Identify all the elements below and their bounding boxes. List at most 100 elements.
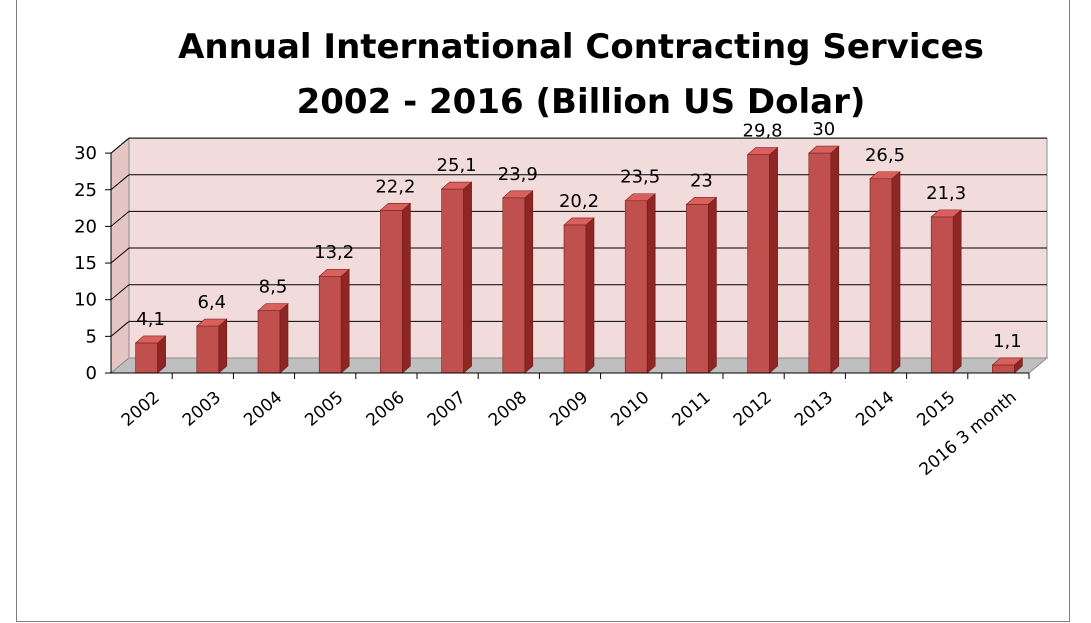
y-tick-label: 10 [74,290,97,311]
bar-top [685,197,718,205]
bar-front [624,200,648,374]
x-category-label: 2005 [301,388,347,431]
y-tick-label: 20 [74,216,97,237]
bar [134,335,167,374]
bar-front [441,188,464,374]
y-tick-label: 25 [74,180,97,201]
bar-side [708,196,717,374]
bar-side [463,181,472,374]
bar-top [318,268,350,277]
data-label: 8,5 [259,277,288,298]
bar-chart: Annual International Contracting Service… [74,27,1049,480]
bar [502,190,534,374]
x-category-label: 2009 [546,388,592,431]
x-category-label: 2002 [118,388,164,431]
x-axis: 2002 2003 2004 2005 2006 2007 2008 2009 2010 2011… [111,372,1030,480]
data-label: 25,1 [437,155,477,176]
data-label: 23,5 [620,167,660,188]
x-category-label: 2011 [669,388,715,431]
bar-side [402,202,411,374]
y-axis: 0 5 10 15 20 25 30 [74,143,112,384]
gridline [110,137,1047,154]
bar-side [524,190,534,374]
x-category-label: 2003 [179,388,225,431]
data-label: 23 [690,170,713,191]
bar-side [279,303,289,374]
bar-front [992,364,1015,374]
bar [318,268,350,374]
bar [685,196,718,374]
bar-front [380,209,403,374]
bar-front [869,178,893,374]
chart-title-line-2: 2002 - 2016 (Billion US Dolar) [297,82,866,122]
bar-top [134,335,167,344]
bar-top [930,209,962,218]
gridline [110,174,1047,191]
gridline [110,210,1047,227]
bar-top [991,357,1024,366]
bar-side [218,318,228,374]
bar [379,202,412,374]
x-category-label: 2007 [424,388,470,431]
y-tick-label: 30 [74,143,97,164]
chart-frame: Annual International Contracting Service… [16,0,1070,622]
data-labels: 4,1 6,4 8,5 13,2 22,2 25,1 23,9 20,2 23,5 23 29,8 3… [136,119,1021,352]
bar-top [440,181,473,190]
data-label: 23,9 [498,164,538,185]
data-label: 4,1 [136,309,165,330]
chart-title-line-1: Annual International Contracting Service… [178,27,984,67]
bar-side [340,268,350,374]
bar [930,209,962,374]
bar-top [746,147,779,155]
x-category-label: 2004 [240,388,286,431]
bar [440,181,473,374]
bars [134,145,1024,374]
bar-top [502,190,534,199]
data-label: 30 [812,119,835,140]
gridline [110,320,1047,337]
bar [869,171,901,374]
y-tick-label: 15 [74,253,97,274]
x-category-label: 2013 [791,388,837,431]
bar-top [257,303,289,311]
y-tick-label: 0 [86,363,97,384]
bar [563,217,595,374]
bar-top [808,145,840,154]
data-label: 29,8 [743,121,783,142]
bar-side [952,209,962,374]
bar-top [624,193,656,202]
bar-front [930,216,954,374]
data-label: 26,5 [865,145,905,166]
bar-top [196,318,228,327]
bar-side [830,145,840,374]
x-category-label: 2015 [913,388,959,431]
bar-top [563,217,595,226]
bar-front [808,152,832,374]
bar-front [563,224,587,374]
bar [746,146,779,374]
x-category-label: 2010 [607,388,653,431]
x-category-label: 2012 [730,388,776,431]
bar [808,145,840,374]
bar-front [257,310,281,374]
bar-front [502,197,526,374]
bar-top [869,171,901,180]
data-label: 13,2 [314,242,354,263]
bar [624,193,656,374]
y-tick-label: 5 [86,326,97,347]
bar-front [196,325,220,374]
gridline [110,284,1047,301]
bar-top [379,202,412,211]
data-label: 20,2 [559,191,599,212]
x-category-label: 2008 [485,388,531,431]
bar-side [891,171,901,374]
bar-side [646,193,656,374]
bar-front [318,275,342,374]
data-label: 6,4 [197,292,226,313]
data-label: 1,1 [993,331,1022,352]
bar-side [769,146,778,374]
x-category-label: 2006 [363,388,409,431]
bar-front [135,342,158,374]
data-label: 22,2 [375,176,415,197]
bar-front [686,204,709,374]
